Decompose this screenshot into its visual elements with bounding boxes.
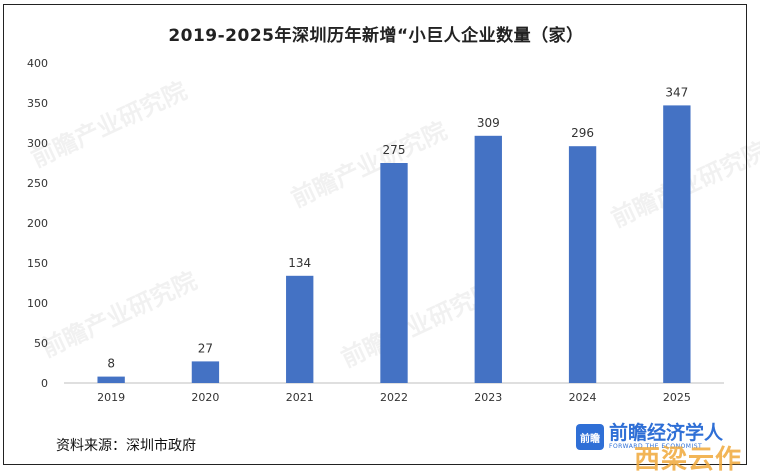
corner-watermark: 西梁云作 — [634, 445, 743, 475]
logo-text: 前瞻经济学人 — [609, 422, 724, 444]
y-tick-label-300: 300 — [27, 137, 48, 150]
source-note: 资料来源：深圳市政府 — [56, 438, 196, 454]
data-label-2025: 347 — [665, 85, 688, 99]
bar-2022 — [380, 163, 408, 383]
bar-2020 — [191, 361, 220, 383]
y-tick-label-250: 250 — [27, 177, 48, 190]
x-tick-label-2025: 2025 — [663, 391, 691, 404]
brand-logo: 前瞻 前瞻经济学人 FORWARD THE ECONOMIST — [576, 423, 723, 451]
y-tick-label-350: 350 — [27, 97, 48, 110]
logo-subtext: FORWARD THE ECONOMIST — [609, 443, 703, 450]
chart-frame: 2019-2025年深圳历年新增“小巨人企业数量（家） 前瞻产业研究院 前瞻产业… — [3, 4, 760, 475]
bar-chart: 0 50 100 150 200 250 300 350 400 8 2019 27 2020 134 20… — [27, 57, 724, 404]
bar-2021 — [286, 275, 314, 383]
y-tick-label-400: 400 — [27, 57, 48, 70]
x-tick-label-2022: 2022 — [380, 391, 408, 404]
bar-2025 — [663, 105, 691, 384]
bar-2024 — [568, 146, 597, 383]
data-label-2022: 275 — [383, 143, 406, 157]
x-tick-label-2023: 2023 — [474, 391, 502, 404]
y-tick-label-0: 0 — [41, 377, 48, 390]
data-label-2020: 27 — [198, 341, 213, 355]
x-tick-label-2024: 2024 — [569, 391, 597, 404]
y-tick-label-150: 150 — [27, 257, 48, 270]
data-label-2019: 8 — [107, 357, 115, 371]
data-label-2023: 309 — [477, 116, 500, 130]
data-label-2021: 134 — [288, 256, 311, 270]
chart-title: 2019-2025年深圳历年新增“小巨人企业数量（家） — [168, 26, 584, 46]
bar-2023 — [474, 135, 502, 383]
y-tick-label-200: 200 — [27, 217, 48, 230]
data-label-2024: 296 — [571, 126, 594, 140]
y-tick-label-100: 100 — [27, 297, 48, 310]
x-tick-label-2019: 2019 — [97, 391, 125, 404]
logo-badge-icon: 前瞻 — [576, 424, 604, 450]
bar-2019 — [97, 376, 125, 383]
x-tick-label-2020: 2020 — [191, 391, 219, 404]
y-tick-label-50: 50 — [34, 337, 48, 350]
x-tick-label-2021: 2021 — [286, 391, 314, 404]
